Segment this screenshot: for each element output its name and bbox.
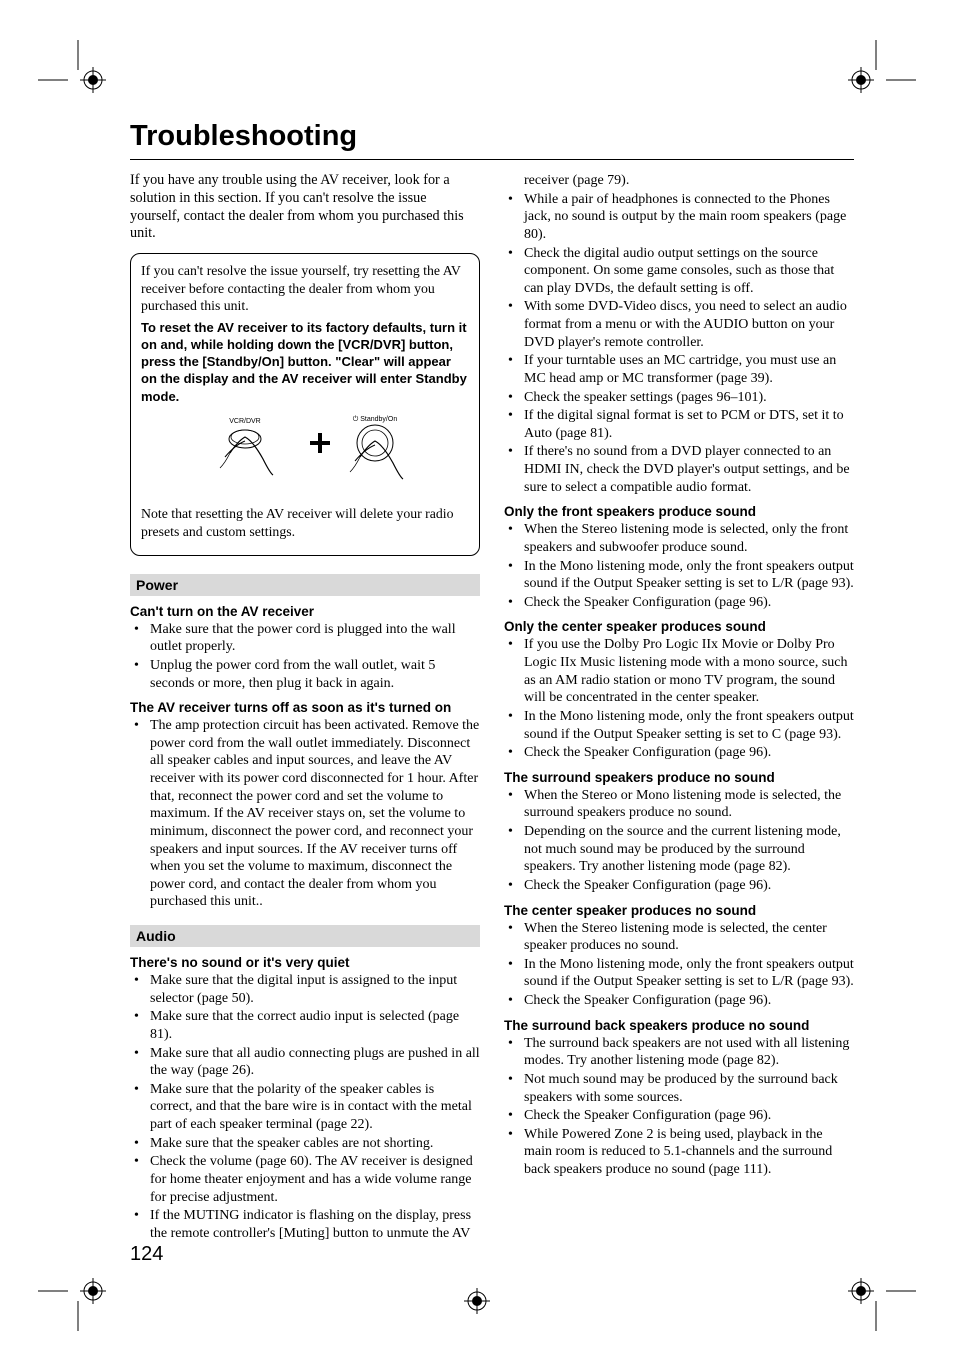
list-item: Not much sound may be produced by the su… bbox=[520, 1071, 854, 1106]
list-item: When the Stereo listening mode is select… bbox=[520, 920, 854, 955]
subheader: The center speaker produces no sound bbox=[504, 903, 854, 918]
bullet-list: If you use the Dolby Pro Logic IIx Movie… bbox=[504, 636, 854, 761]
list-item: The surround back speakers are not used … bbox=[520, 1035, 854, 1070]
registration-mark-br bbox=[836, 1271, 916, 1331]
list-item: When the Stereo listening mode is select… bbox=[520, 521, 854, 556]
reset-diagram: VCR/DVR ⏻ Standby/On bbox=[141, 413, 469, 498]
reset-box-text-1: If you can't resolve the issue yourself,… bbox=[141, 262, 469, 315]
list-item: While Powered Zone 2 is being used, play… bbox=[520, 1126, 854, 1179]
reset-diagram-svg: VCR/DVR ⏻ Standby/On bbox=[175, 413, 435, 493]
list-item: In the Mono listening mode, only the fro… bbox=[520, 708, 854, 743]
list-item: With some DVD-Video discs, you need to s… bbox=[520, 298, 854, 351]
list-item: Check the Speaker Configuration (page 96… bbox=[520, 594, 854, 612]
list-item: In the Mono listening mode, only the fro… bbox=[520, 558, 854, 593]
subheader: Only the front speakers produce sound bbox=[504, 504, 854, 519]
list-item: When the Stereo or Mono listening mode i… bbox=[520, 787, 854, 822]
diagram-label-left: VCR/DVR bbox=[229, 418, 261, 425]
subheader: The surround back speakers produce no so… bbox=[504, 1018, 854, 1033]
list-item: While a pair of headphones is connected … bbox=[520, 191, 854, 244]
list-item: Unplug the power cord from the wall outl… bbox=[146, 657, 480, 692]
list-item: Make sure that the speaker cables are no… bbox=[146, 1135, 480, 1153]
bullet-list: When the Stereo or Mono listening mode i… bbox=[504, 787, 854, 895]
list-item: Check the Speaker Configuration (page 96… bbox=[520, 992, 854, 1010]
list-item: The amp protection circuit has been acti… bbox=[146, 717, 480, 911]
content-columns: If you have any trouble using the AV rec… bbox=[130, 172, 854, 1252]
list-item: Make sure that the power cord is plugged… bbox=[146, 621, 480, 656]
list-item: Make sure that all audio connecting plug… bbox=[146, 1045, 480, 1080]
list-item: In the Mono listening mode, only the fro… bbox=[520, 956, 854, 991]
list-item: If you use the Dolby Pro Logic IIx Movie… bbox=[520, 636, 854, 707]
bullet-list: The amp protection circuit has been acti… bbox=[130, 717, 480, 911]
list-item: If your turntable uses an MC cartridge, … bbox=[520, 352, 854, 387]
subheader: Only the center speaker produces sound bbox=[504, 619, 854, 634]
subheader: The surround speakers produce no sound bbox=[504, 770, 854, 785]
reset-box-text-2: To reset the AV receiver to its factory … bbox=[141, 319, 469, 405]
page-title: Troubleshooting bbox=[130, 120, 854, 153]
list-item: Make sure that the correct audio input i… bbox=[146, 1008, 480, 1043]
diagram-label-right: ⏻ Standby/On bbox=[353, 415, 398, 423]
registration-mark-bl bbox=[38, 1271, 118, 1331]
section-header-power: Power bbox=[130, 574, 480, 596]
page-number: 124 bbox=[130, 1243, 163, 1266]
list-item: Check the digital audio output settings … bbox=[520, 245, 854, 298]
list-item: Make sure that the digital input is assi… bbox=[146, 972, 480, 1007]
registration-mark-bc bbox=[447, 1271, 507, 1331]
reset-box-text-3: Note that resetting the AV receiver will… bbox=[141, 505, 469, 540]
list-item: Check the volume (page 60). The AV recei… bbox=[146, 1153, 480, 1206]
subheader: The AV receiver turns off as soon as it'… bbox=[130, 700, 480, 715]
bullet-list: The surround back speakers are not used … bbox=[504, 1035, 854, 1179]
list-item: If there's no sound from a DVD player co… bbox=[520, 443, 854, 496]
bullet-list: When the Stereo listening mode is select… bbox=[504, 521, 854, 611]
document-page: Troubleshooting If you have any trouble … bbox=[0, 0, 954, 1351]
title-rule bbox=[130, 159, 854, 160]
list-item: Check the Speaker Configuration (page 96… bbox=[520, 877, 854, 895]
subheader: There's no sound or it's very quiet bbox=[130, 955, 480, 970]
bullet-list: When the Stereo listening mode is select… bbox=[504, 920, 854, 1010]
reset-instruction-box: If you can't resolve the issue yourself,… bbox=[130, 253, 480, 556]
subheader: Can't turn on the AV receiver bbox=[130, 604, 480, 619]
bullet-list: Make sure that the power cord is plugged… bbox=[130, 621, 480, 693]
section-header-audio: Audio bbox=[130, 925, 480, 947]
list-item: Check the Speaker Configuration (page 96… bbox=[520, 744, 854, 762]
list-item: Make sure that the polarity of the speak… bbox=[146, 1081, 480, 1134]
list-item: Depending on the source and the current … bbox=[520, 823, 854, 876]
list-item: Check the speaker settings (pages 96–101… bbox=[520, 389, 854, 407]
registration-mark-tl bbox=[38, 40, 118, 100]
list-item: If the digital signal format is set to P… bbox=[520, 407, 854, 442]
list-item: Check the Speaker Configuration (page 96… bbox=[520, 1107, 854, 1125]
registration-mark-tr bbox=[836, 40, 916, 100]
intro-paragraph: If you have any trouble using the AV rec… bbox=[130, 172, 480, 243]
